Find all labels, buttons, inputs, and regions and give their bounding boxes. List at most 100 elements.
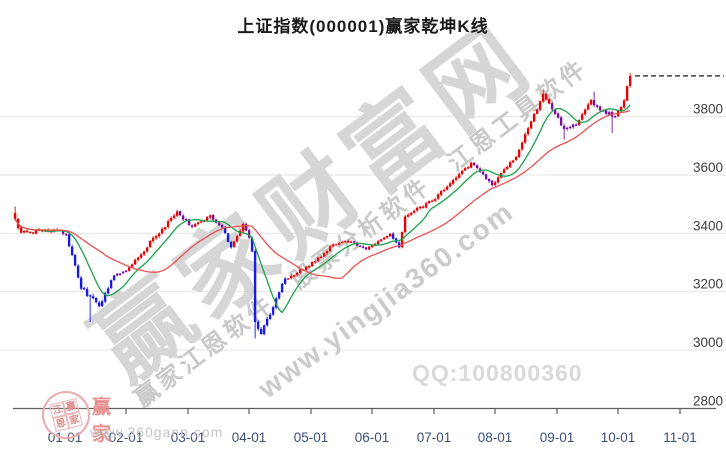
candle-wick: [569, 125, 571, 130]
candle-wick: [191, 224, 193, 229]
candle-body: [169, 217, 173, 221]
candle-wick: [338, 242, 340, 246]
candle-body: [25, 230, 29, 233]
candle-wick: [77, 264, 79, 279]
watermark-site-url: www.yingjia360.com: [252, 195, 520, 405]
candle-wick: [137, 256, 139, 262]
candle-wick: [173, 213, 175, 220]
x-tick-label: 02-01: [109, 430, 144, 445]
candle-wick: [164, 226, 166, 231]
candle-body: [439, 191, 443, 195]
candle-wick: [182, 214, 184, 221]
candle-body: [553, 109, 557, 114]
candle-body: [457, 174, 461, 178]
candle-body: [94, 297, 98, 302]
candle-wick: [119, 273, 121, 276]
candle-wick: [272, 305, 274, 317]
candle-body: [415, 207, 419, 211]
ma-slow-line: [14, 109, 631, 280]
y-tick-label: 3800: [693, 102, 723, 117]
candle-wick: [530, 120, 532, 129]
candle-wick: [377, 239, 379, 246]
candle-body: [610, 112, 614, 117]
candle-wick: [440, 189, 442, 197]
candle-body: [211, 214, 215, 220]
candle-body: [550, 103, 554, 110]
candle-wick: [608, 110, 610, 116]
candle-body: [499, 173, 503, 178]
candle-body: [625, 86, 629, 101]
candle-body: [268, 314, 272, 319]
candle-wick: [356, 241, 358, 247]
candle-body: [562, 125, 566, 129]
candle-wick: [431, 199, 433, 202]
candle-wick: [395, 237, 397, 243]
candle-body: [565, 127, 569, 130]
candle-body: [622, 100, 626, 108]
candle-body: [70, 246, 74, 256]
candle-wick: [467, 165, 469, 169]
candle-body: [58, 229, 62, 232]
candle-body: [325, 251, 329, 254]
vendor-seal-icon: 江 赢 恩 家: [36, 385, 96, 445]
x-tick-label: 03-01: [171, 430, 206, 445]
candle-body: [43, 230, 47, 232]
candle-wick: [359, 244, 361, 248]
candle-wick: [368, 245, 370, 251]
candle-wick: [485, 173, 487, 180]
candle-wick: [413, 209, 415, 215]
candle-wick: [524, 132, 526, 144]
candle-body: [586, 104, 590, 110]
candle-wick: [71, 244, 73, 257]
candle-wick: [398, 241, 400, 249]
candle-body: [397, 242, 401, 248]
x-tick-label: 08-01: [478, 430, 513, 445]
candle-wick: [92, 293, 94, 300]
candle-wick: [575, 123, 577, 127]
y-tick-label: 2800: [693, 393, 723, 408]
candle-body: [199, 221, 203, 223]
candle-body: [349, 241, 353, 243]
candle-body: [523, 134, 527, 143]
candle-wick: [536, 108, 538, 115]
candle-body: [400, 232, 404, 248]
candle-body: [142, 251, 146, 255]
candle-wick: [296, 271, 298, 277]
candle-wick: [311, 261, 313, 267]
candle-body: [595, 105, 599, 107]
candle-body: [283, 278, 287, 284]
candle-body: [547, 99, 551, 104]
candle-wick: [17, 217, 19, 230]
candle-wick: [506, 165, 508, 170]
candle-wick: [500, 172, 502, 179]
candle-wick: [56, 228, 58, 232]
candle-wick: [476, 164, 478, 170]
candle-wick: [107, 286, 109, 295]
candle-wick: [464, 166, 466, 171]
candle-wick: [341, 240, 343, 244]
candle-wick: [95, 297, 97, 304]
candle-body: [313, 261, 317, 263]
candle-body: [121, 271, 125, 274]
candle-wick: [491, 179, 493, 187]
candle-wick: [419, 206, 421, 210]
candle-body: [508, 162, 512, 168]
candle-body: [220, 224, 224, 228]
candle-body: [292, 275, 296, 277]
candle-body: [262, 325, 266, 335]
candle-body: [529, 121, 533, 129]
candle-body: [214, 219, 218, 223]
candle-body: [568, 126, 572, 129]
candle-body: [592, 100, 596, 106]
candle-wick: [422, 205, 424, 209]
candle-body: [370, 245, 374, 248]
candle-body: [73, 255, 77, 266]
candle-body: [340, 241, 344, 244]
candle-body: [454, 177, 458, 180]
candle-body: [316, 257, 320, 261]
candle-body: [49, 231, 53, 233]
x-tick-label: 05-01: [294, 430, 329, 445]
chart-title: 上证指数(000001)赢家乾坤K线: [237, 17, 489, 36]
